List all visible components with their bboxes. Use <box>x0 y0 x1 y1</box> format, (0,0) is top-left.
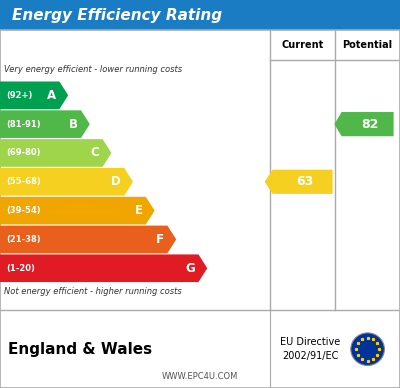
Text: E: E <box>135 204 143 217</box>
Text: (81-91): (81-91) <box>6 120 41 129</box>
Text: EU Directive: EU Directive <box>280 337 341 347</box>
Bar <box>0 0 400 30</box>
Text: C: C <box>91 146 100 159</box>
Text: Very energy efficient - lower running costs: Very energy efficient - lower running co… <box>4 65 182 74</box>
Text: D: D <box>111 175 121 188</box>
Text: (92+): (92+) <box>6 91 32 100</box>
Polygon shape <box>334 112 394 136</box>
Text: WWW.EPC4U.COM: WWW.EPC4U.COM <box>162 372 238 381</box>
Polygon shape <box>0 225 176 253</box>
Text: Not energy efficient - higher running costs: Not energy efficient - higher running co… <box>4 287 182 296</box>
Text: Energy Efficiency Rating: Energy Efficiency Rating <box>12 8 222 23</box>
Text: G: G <box>186 262 195 275</box>
Text: F: F <box>156 233 164 246</box>
Text: (21-38): (21-38) <box>6 235 41 244</box>
Polygon shape <box>0 139 111 167</box>
Text: Current: Current <box>282 40 324 50</box>
Text: (55-68): (55-68) <box>6 177 41 186</box>
Polygon shape <box>0 168 133 196</box>
Polygon shape <box>0 110 90 138</box>
Text: (1-20): (1-20) <box>6 264 35 273</box>
Text: 63: 63 <box>296 175 313 188</box>
Text: Potential: Potential <box>342 40 393 50</box>
Polygon shape <box>265 170 332 194</box>
Polygon shape <box>0 197 155 224</box>
Polygon shape <box>0 81 68 109</box>
Polygon shape <box>0 255 207 282</box>
Circle shape <box>351 333 384 365</box>
Text: B: B <box>69 118 78 131</box>
Text: (39-54): (39-54) <box>6 206 41 215</box>
Text: England & Wales: England & Wales <box>8 342 152 357</box>
Text: 82: 82 <box>361 118 378 131</box>
Text: 2002/91/EC: 2002/91/EC <box>282 351 339 361</box>
Text: (69-80): (69-80) <box>6 149 40 158</box>
Text: A: A <box>47 89 56 102</box>
